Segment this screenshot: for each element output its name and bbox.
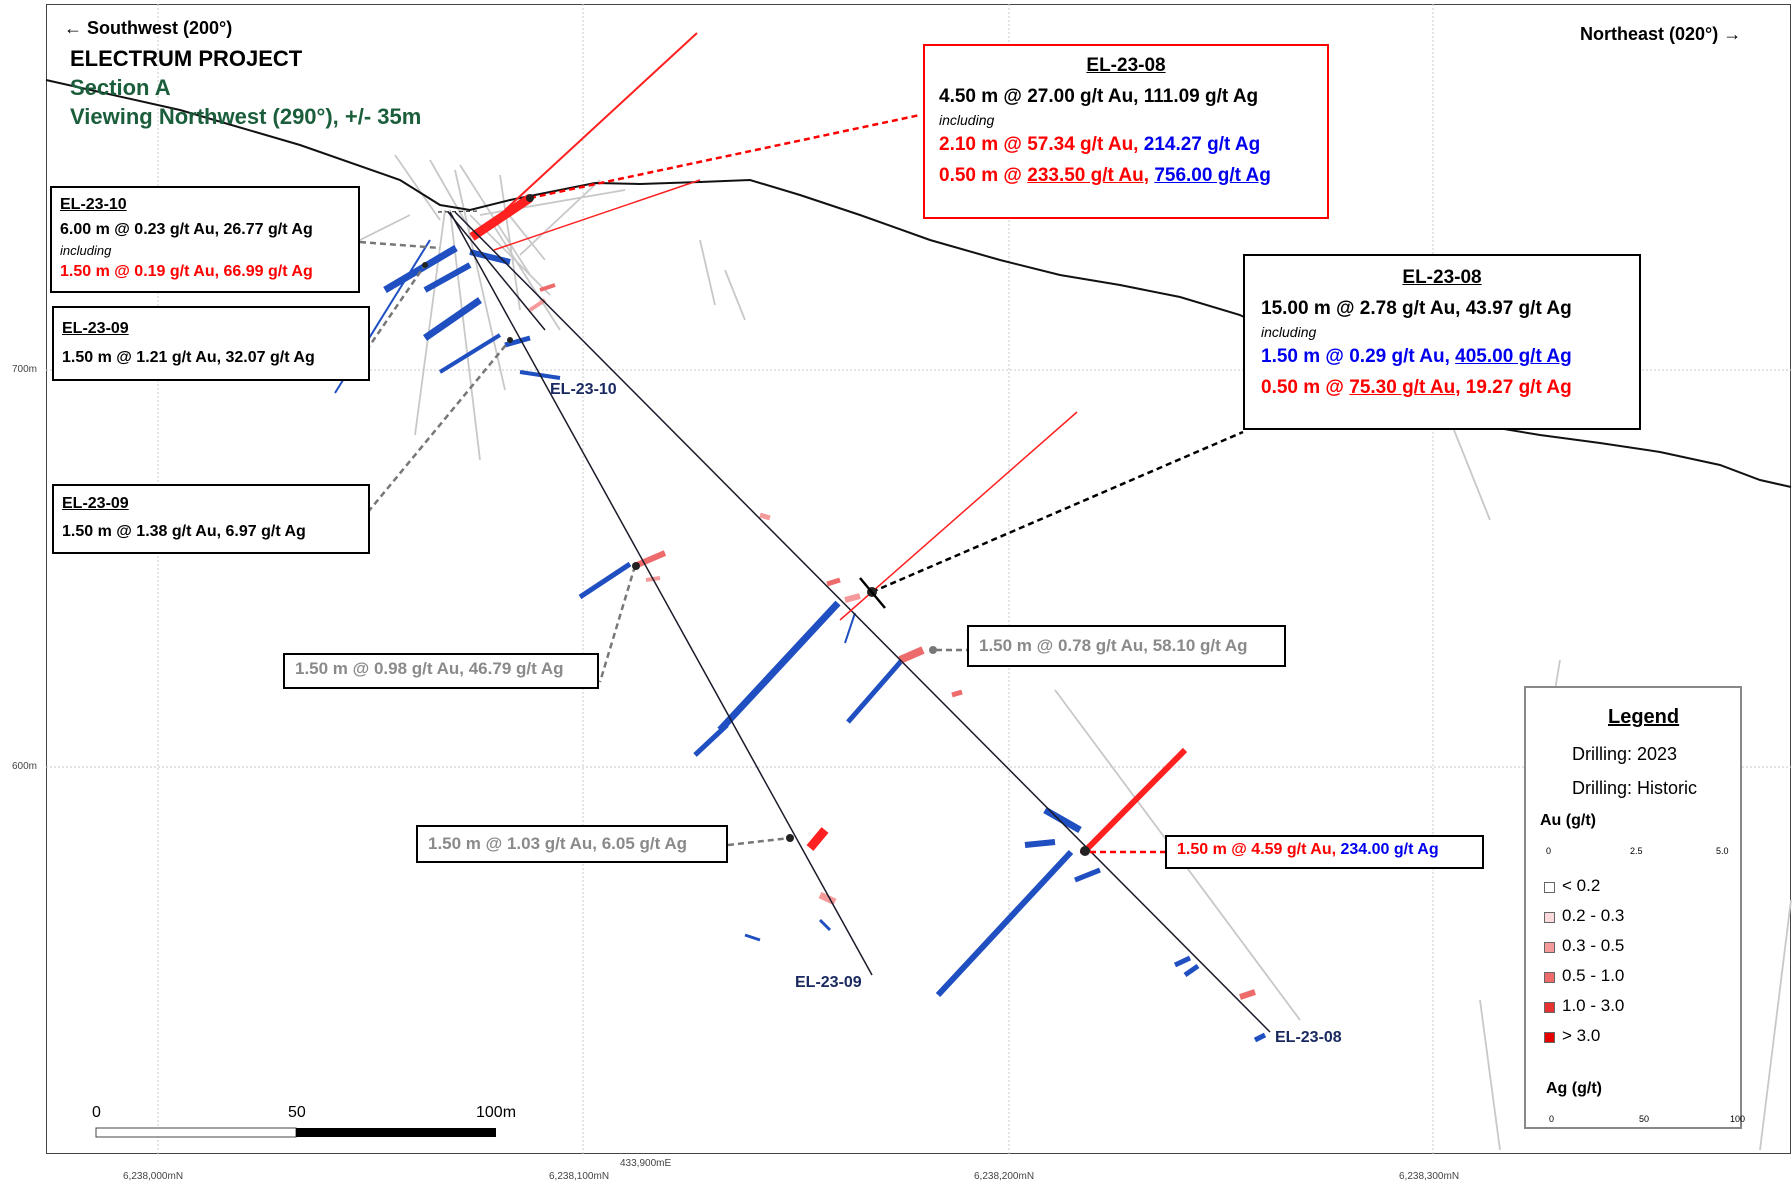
intercept-line-3: 0.50 m @ 233.50 g/t Au, 756.00 g/t Ag xyxy=(939,160,1313,191)
legend-au-tick-0: 0 xyxy=(1546,846,1552,856)
legend-swatch-6 xyxy=(1544,1032,1555,1043)
el-23-08-tick xyxy=(859,577,886,609)
legend-swatch-2 xyxy=(1544,912,1555,923)
legend-swatch-1 xyxy=(1544,882,1555,893)
legend-au-title: Au (g/t) xyxy=(1540,812,1596,829)
intercept-prefix: 1.50 m @ 0.29 g/t Au, xyxy=(1261,346,1456,367)
box-title: EL-23-08 xyxy=(1402,267,1482,288)
legend-class-3: 0.3 - 0.5 xyxy=(1562,936,1625,955)
including-label: including xyxy=(60,243,112,258)
intercept-line: 4.50 m @ 27.00 g/t Au, 111.09 g/t Ag xyxy=(939,86,1259,107)
northeast-direction: Northeast (020°) → xyxy=(1580,24,1742,44)
legend-class-5: 1.0 - 3.0 xyxy=(1562,996,1625,1015)
section-name: Section A xyxy=(70,75,171,100)
scale-bar xyxy=(95,1127,496,1138)
intercept-line-3: 0.50 m @ 75.30 g/t Au, 19.27 g/t Ag xyxy=(1261,372,1623,403)
including-label: including xyxy=(939,112,995,128)
legend-ag-tick-0: 0 xyxy=(1549,1114,1555,1124)
intercept-line-2: 2.10 m @ 57.34 g/t Au, 214.27 g/t Ag xyxy=(939,129,1313,160)
intercept-box-el2309-a: EL-23-09 1.50 m @ 1.21 g/t Au, 32.07 g/t… xyxy=(52,306,370,381)
historic-drillholes xyxy=(349,154,1792,1151)
topography-line xyxy=(45,79,1792,488)
legend-ag-title: Ag (g/t) xyxy=(1546,1080,1602,1097)
scale-label-50: 50 xyxy=(288,1104,306,1121)
legend-class-6: > 3.0 xyxy=(1562,1026,1601,1045)
legend-ag-tick-50: 50 xyxy=(1639,1114,1650,1124)
box-title: EL-23-09 xyxy=(62,320,129,337)
northing-label-3: 6,238,200mN xyxy=(974,1171,1035,1182)
intercept-line: 1.50 m @ 1.21 g/t Au, 32.07 g/t Ag xyxy=(62,349,315,366)
elevation-label-600: 600m xyxy=(12,761,38,772)
intercept-box-el2309-b: EL-23-09 1.50 m @ 1.38 g/t Au, 6.97 g/t … xyxy=(52,484,370,554)
legend-class-4: 0.5 - 1.0 xyxy=(1562,966,1625,985)
northing-label-1: 6,238,000mN xyxy=(123,1171,184,1182)
hole-label-el2308: EL-23-08 xyxy=(1275,1029,1342,1046)
legend-ag-tick-100: 100 xyxy=(1730,1114,1746,1124)
leaders xyxy=(353,113,1244,854)
legend-drilling-historic: Drilling: Historic xyxy=(1572,778,1698,798)
hole-label-el2310: EL-23-10 xyxy=(550,381,617,398)
intercept-box-el2308-top: EL-23-08 4.50 m @ 27.00 g/t Au, 111.09 g… xyxy=(923,44,1329,219)
project-title: ELECTRUM PROJECT xyxy=(70,46,303,71)
intercept-line: 6.00 m @ 0.23 g/t Au, 26.77 g/t Ag xyxy=(60,221,313,238)
intercept-prefix: 0.50 m @ xyxy=(939,165,1028,186)
intercept-box-grey-1: 1.50 m @ 0.98 g/t Au, 46.79 g/t Ag xyxy=(283,653,599,689)
au-value: 233.50 g/t Au, xyxy=(1027,165,1150,186)
box-title: EL-23-08 xyxy=(1086,55,1166,76)
intercept-line-2: 1.50 m @ 0.19 g/t Au, 66.99 g/t Ag xyxy=(60,263,313,280)
leader-dots xyxy=(422,194,1090,856)
au-value: 2.10 m @ 57.34 g/t Au, xyxy=(939,134,1139,155)
grid xyxy=(46,4,1791,1154)
legend-swatch-5 xyxy=(1544,1002,1555,1013)
intercept-box-el2310: EL-23-10 6.00 m @ 0.23 g/t Au, 26.77 g/t… xyxy=(50,186,360,293)
intercept-line: 15.00 m @ 2.78 g/t Au, 43.97 g/t Ag xyxy=(1261,298,1572,319)
ag-value: 756.00 g/t Ag xyxy=(1154,165,1271,186)
scale-label-100m: 100m xyxy=(476,1104,517,1121)
ag-value: 234.00 g/t Ag xyxy=(1336,841,1439,858)
including-label: including xyxy=(1261,324,1317,340)
au-value: 75.30 g/t Au, xyxy=(1349,377,1461,398)
intercept-box-el2308-deep: 1.50 m @ 4.59 g/t Au, 234.00 g/t Ag xyxy=(1165,835,1484,869)
ag-value: 405.00 g/t Ag xyxy=(1455,346,1572,367)
legend-drilling-2023: Drilling: 2023 xyxy=(1572,744,1678,764)
southwest-direction: ← Southwest (200°) xyxy=(64,18,233,38)
ag-value: 19.27 g/t Ag xyxy=(1460,377,1572,398)
elevation-label-700: 700m xyxy=(12,364,38,375)
northing-label-4: 6,238,300mN xyxy=(1399,1171,1460,1182)
drillholes-2023 xyxy=(447,211,1271,1033)
viewing-direction: Viewing Northwest (290°), +/- 35m xyxy=(70,104,422,129)
legend-class-1: < 0.2 xyxy=(1562,876,1601,895)
hole-label-el2309: EL-23-09 xyxy=(795,974,862,991)
legend-au-tick-5: 5.0 xyxy=(1716,846,1729,856)
northing-label-2: 6,238,100mN xyxy=(549,1171,610,1182)
intercept-box-grey-2: 1.50 m @ 0.78 g/t Au, 58.10 g/t Ag xyxy=(967,625,1286,667)
legend-swatch-3 xyxy=(1544,942,1555,953)
intercept-line-2: 1.50 m @ 0.29 g/t Au, 405.00 g/t Ag xyxy=(1261,341,1623,372)
section-frame xyxy=(46,4,1791,1154)
box-title: EL-23-10 xyxy=(60,196,127,213)
box-title: EL-23-09 xyxy=(62,495,129,512)
intercept-box-el2308-right: EL-23-08 15.00 m @ 2.78 g/t Au, 43.97 g/… xyxy=(1243,254,1641,430)
legend-au-tick-2-5: 2.5 xyxy=(1630,846,1643,856)
legend-title: Legend xyxy=(1608,706,1680,728)
legend-swatch-4 xyxy=(1544,972,1555,983)
intercept-line: 1.50 m @ 1.38 g/t Au, 6.97 g/t Ag xyxy=(62,523,306,540)
au-value: 1.50 m @ 4.59 g/t Au, xyxy=(1177,841,1337,858)
ag-value: 214.27 g/t Ag xyxy=(1143,134,1261,155)
legend: Legend Drilling: 2023 Drilling: Historic… xyxy=(1524,686,1746,1129)
intercept-prefix: 0.50 m @ xyxy=(1261,377,1350,398)
scale-label-0: 0 xyxy=(92,1104,101,1121)
easting-label: 433,900mE xyxy=(620,1158,672,1169)
legend-class-2: 0.2 - 0.3 xyxy=(1562,906,1625,925)
intercept-box-grey-3: 1.50 m @ 1.03 g/t Au, 6.05 g/t Ag xyxy=(416,825,728,863)
au-surface-projection xyxy=(504,32,1078,621)
